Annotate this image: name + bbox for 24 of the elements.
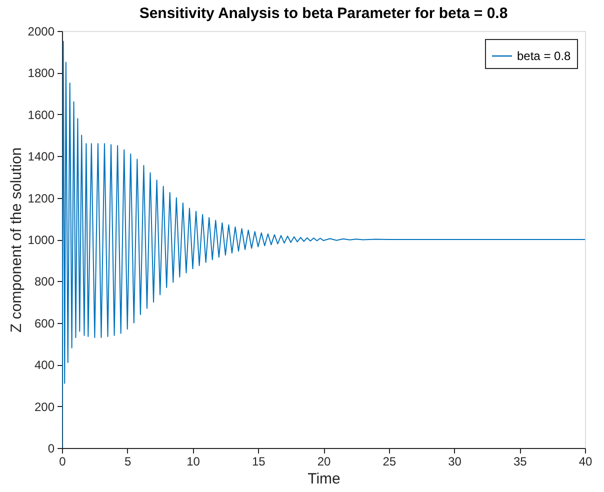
x-tick-label: 15 bbox=[252, 454, 266, 468]
y-tick-label: 2000 bbox=[28, 24, 55, 38]
y-axis-title: Z component of the solution bbox=[8, 147, 25, 333]
x-tick-label: 25 bbox=[382, 454, 396, 468]
y-tick-label: 600 bbox=[34, 316, 55, 330]
y-tick-label: 1600 bbox=[28, 108, 55, 122]
x-tick-label: 30 bbox=[448, 454, 462, 468]
legend-label: beta = 0.8 bbox=[517, 49, 572, 63]
y-tick-label: 400 bbox=[34, 358, 55, 372]
chart-title: Sensitivity Analysis to beta Parameter for beta = 0.8 bbox=[139, 5, 508, 22]
y-tick-label: 200 bbox=[34, 400, 55, 414]
x-tick-label: 35 bbox=[513, 454, 528, 468]
x-tick-label: 10 bbox=[186, 454, 200, 468]
x-tick-label: 20 bbox=[317, 454, 331, 468]
x-tick-label: 0 bbox=[59, 454, 66, 468]
y-tick-label: 1200 bbox=[28, 191, 55, 206]
y-tick-label: 1400 bbox=[28, 150, 55, 164]
y-tick-label: 800 bbox=[34, 274, 55, 289]
y-tick-label: 1000 bbox=[28, 233, 55, 247]
y-tick-label: 1800 bbox=[28, 66, 55, 80]
x-axis-title: Time bbox=[308, 470, 340, 488]
x-tick-label: 40 bbox=[578, 454, 592, 468]
y-tick-label: 0 bbox=[48, 442, 55, 456]
x-tick-label: 5 bbox=[124, 454, 132, 468]
